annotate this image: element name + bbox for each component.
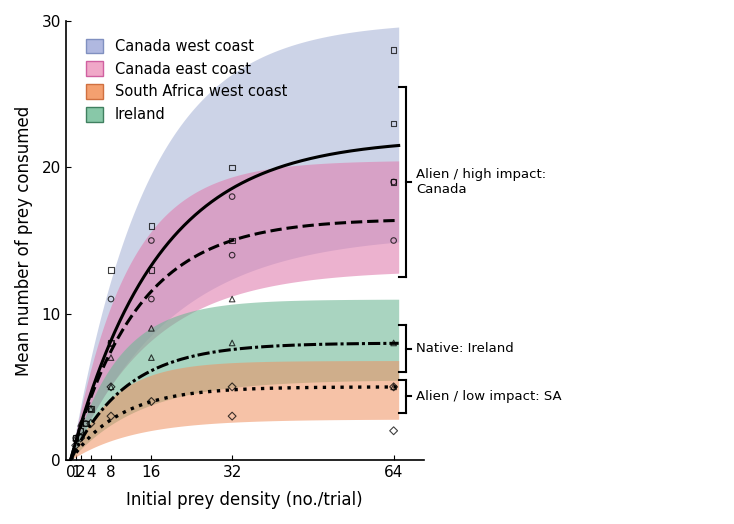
Point [145, 353, 157, 362]
Point [75, 427, 87, 435]
Point [85, 405, 97, 413]
Point [70, 434, 81, 442]
Point [105, 383, 117, 391]
X-axis label: Initial prey density (no./trial): Initial prey density (no./trial) [126, 491, 363, 509]
Point [145, 222, 157, 230]
Point [388, 46, 399, 54]
Point [388, 178, 399, 186]
Text: Alien / high impact:
Canada: Alien / high impact: Canada [416, 168, 547, 196]
Y-axis label: Mean number of prey consumed: Mean number of prey consumed [15, 105, 33, 376]
Point [75, 427, 87, 435]
Point [145, 295, 157, 303]
Point [105, 412, 117, 420]
Point [105, 295, 117, 303]
Point [388, 236, 399, 245]
Point [226, 412, 238, 420]
Point [388, 383, 399, 391]
Point [85, 419, 97, 428]
Point [70, 434, 81, 442]
Point [105, 383, 117, 391]
Point [75, 419, 87, 428]
Point [388, 383, 399, 391]
Point [226, 236, 238, 245]
Point [388, 427, 399, 435]
Point [226, 163, 238, 171]
Point [226, 295, 238, 303]
Point [145, 236, 157, 245]
Point [85, 405, 97, 413]
Legend: Canada west coast, Canada east coast, South Africa west coast, Ireland: Canada west coast, Canada east coast, So… [80, 32, 294, 128]
Point [145, 266, 157, 274]
Point [75, 434, 87, 442]
Point [226, 339, 238, 347]
Point [105, 339, 117, 347]
Text: Alien / low impact: SA: Alien / low impact: SA [416, 390, 562, 403]
Point [388, 339, 399, 347]
Point [226, 192, 238, 201]
Point [80, 419, 92, 428]
Point [226, 383, 238, 391]
Point [226, 251, 238, 259]
Point [85, 405, 97, 413]
Point [105, 266, 117, 274]
Point [388, 119, 399, 128]
Text: Native: Ireland: Native: Ireland [416, 342, 514, 355]
Point [145, 324, 157, 333]
Point [105, 339, 117, 347]
Point [80, 419, 92, 428]
Point [145, 397, 157, 406]
Point [70, 441, 81, 450]
Point [388, 178, 399, 186]
Point [70, 434, 81, 442]
Point [105, 353, 117, 362]
